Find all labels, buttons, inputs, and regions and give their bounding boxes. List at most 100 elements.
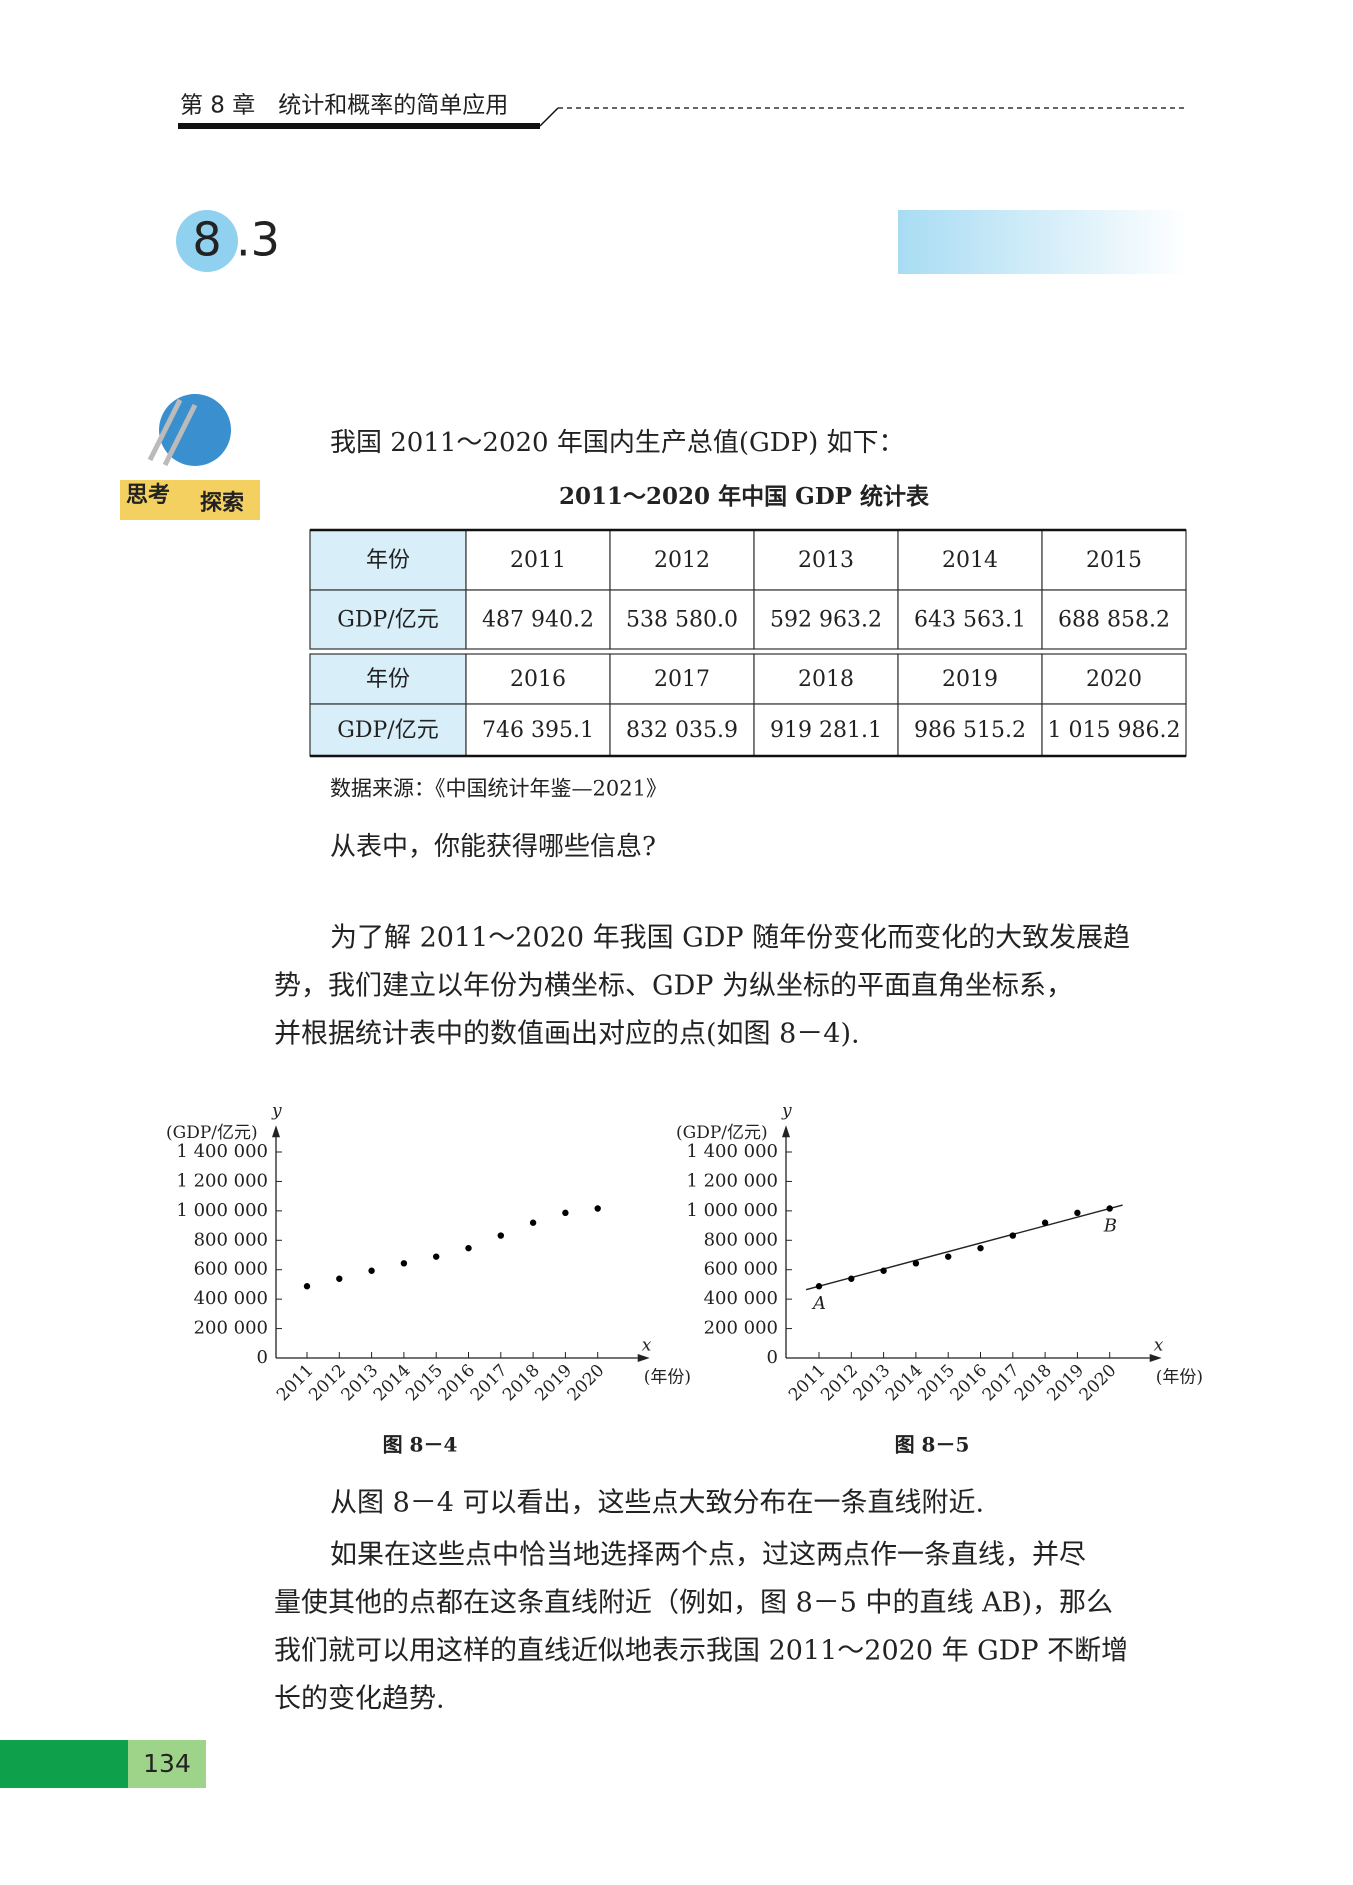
data-point xyxy=(433,1253,440,1260)
icon: 思考 探索 xyxy=(120,394,260,520)
table-cell xyxy=(609,589,755,650)
table-value: 2012 xyxy=(654,548,710,573)
x-arrow xyxy=(1149,1354,1162,1362)
table-title: 2011～2020 年中国 GDP 统计表 xyxy=(559,483,930,510)
section-suffix: .3 xyxy=(236,213,280,267)
data-point xyxy=(848,1275,855,1282)
x-tick-label: 2015 xyxy=(402,1361,447,1406)
table-value: 643 563.1 xyxy=(914,608,1026,633)
x-tick-label: 2012 xyxy=(817,1361,862,1406)
x-tick-label: 2011 xyxy=(785,1361,830,1406)
table-cell xyxy=(753,703,899,757)
table-value: 2020 xyxy=(1086,667,1142,692)
table-cell xyxy=(753,589,899,650)
header-rule xyxy=(178,123,540,129)
table: 年份 2011 2012 2013 2014 2015 GDP/亿元 487 940.2 538… xyxy=(309,528,1187,758)
paragraph-line: 如果在这些点中恰当地选择两个点，过这两点作一条直线，并尽 xyxy=(330,1540,1086,1571)
y-tick-label: 400 000 xyxy=(194,1288,268,1309)
table-value: 2015 xyxy=(1086,548,1142,573)
data-point xyxy=(977,1244,984,1252)
table-cell xyxy=(609,653,755,705)
data-point xyxy=(368,1267,375,1274)
table-value: 1 015 986.2 xyxy=(1048,718,1181,743)
y-tick-label: 1 200 000 xyxy=(176,1170,268,1191)
x-tick-label: 2016 xyxy=(946,1361,991,1406)
y-tick-label: 800 000 xyxy=(194,1229,268,1250)
x-unit: (年份) xyxy=(644,1368,691,1388)
y-axis-label: y xyxy=(781,1101,792,1121)
x-tick-label: 2017 xyxy=(979,1361,1024,1406)
x-axis-label: x xyxy=(642,1336,652,1356)
table-cell xyxy=(309,703,467,757)
table-value: 592 963.2 xyxy=(770,608,882,633)
table-value: 832 035.9 xyxy=(626,718,738,743)
question: 从表中，你能获得哪些信息? xyxy=(330,832,656,862)
icon-label: 思考 xyxy=(126,483,170,508)
table-value: 919 281.1 xyxy=(770,718,882,743)
table-cell xyxy=(1041,703,1187,757)
table-cell xyxy=(309,589,467,650)
x-tick-label: 2018 xyxy=(499,1361,544,1406)
x-axis-label: x xyxy=(1154,1336,1164,1356)
header-slash xyxy=(539,107,559,127)
y-tick-label: 200 000 xyxy=(704,1318,778,1339)
data-point xyxy=(912,1260,920,1267)
icon-globe xyxy=(159,394,231,466)
paragraph-line: 我们就可以用这样的直线近似地表示我国 2011～2020 年 GDP 不断增 xyxy=(274,1636,1128,1667)
trend-line xyxy=(805,1204,1123,1291)
y-axis-label: y xyxy=(271,1101,282,1121)
icon-ladder xyxy=(147,398,198,467)
table-value: 746 395.1 xyxy=(482,718,594,743)
data-point xyxy=(594,1205,601,1212)
y-unit: (GDP/亿元) xyxy=(676,1123,768,1143)
row-header: GDP/亿元 xyxy=(337,608,438,633)
x-arrow xyxy=(637,1354,650,1362)
paragraph-line: 并根据统计表中的数值画出对应的点(如图 8－4). xyxy=(274,1019,860,1050)
paragraph-line: 量使其他的点都在这条直线附近（例如，图 8－5 中的直线 AB)，那么 xyxy=(274,1588,1113,1619)
data-point xyxy=(945,1253,952,1260)
y-tick-label: 1 400 000 xyxy=(686,1141,778,1162)
table-cell xyxy=(465,589,611,650)
table-value: 2011 xyxy=(510,548,566,573)
table-cell xyxy=(309,653,467,705)
row-header: 年份 xyxy=(366,548,410,573)
y-tick-label: 400 000 xyxy=(704,1288,778,1309)
table-value: 2016 xyxy=(510,667,566,692)
x-tick-label: 2014 xyxy=(370,1361,415,1406)
table-cell xyxy=(897,653,1043,705)
data-point xyxy=(303,1283,311,1290)
x-tick-label: 2019 xyxy=(531,1361,576,1406)
page-tab xyxy=(0,1740,128,1788)
y-arrow xyxy=(272,1125,280,1138)
table-cell xyxy=(465,653,611,705)
data-point xyxy=(400,1260,408,1267)
x-tick-label: 2017 xyxy=(467,1361,512,1406)
section-circle xyxy=(176,210,238,272)
paragraph-line: 为了解 2011～2020 年我国 GDP 随年份变化而变化的大致发展趋 xyxy=(330,923,1130,954)
y-tick-label: 200 000 xyxy=(194,1318,268,1339)
table-cell xyxy=(609,703,755,757)
y-tick-label: 1 000 000 xyxy=(176,1200,268,1221)
body-text: 为了解 2011～2020 年我国 GDP 随年份变化而变化的大致发展趋势，我们… xyxy=(274,923,1130,1715)
icon-label: 探索 xyxy=(200,490,244,516)
line-label: A xyxy=(811,1293,826,1314)
y-tick-label: 600 000 xyxy=(194,1259,268,1280)
paragraph-line: 长的变化趋势. xyxy=(274,1684,445,1715)
data-point xyxy=(1009,1232,1016,1239)
table-cell xyxy=(1041,589,1187,650)
table-value: 2013 xyxy=(798,548,854,573)
table-value: 2014 xyxy=(942,548,998,573)
y-tick-label: 0 xyxy=(257,1347,268,1368)
data-point xyxy=(1074,1209,1081,1217)
x-tick-label: 2013 xyxy=(850,1361,895,1406)
x-tick-label: 2012 xyxy=(305,1361,350,1406)
x-tick-label: 2020 xyxy=(564,1361,609,1406)
data-point xyxy=(529,1219,537,1226)
section-number: 8 xyxy=(192,213,221,267)
table-cell xyxy=(1041,653,1187,705)
page-number: 134 xyxy=(143,1749,191,1778)
source-note: 数据来源：《中国统计年鉴—2021》 xyxy=(330,777,667,801)
x-tick-label: 2014 xyxy=(882,1361,927,1406)
